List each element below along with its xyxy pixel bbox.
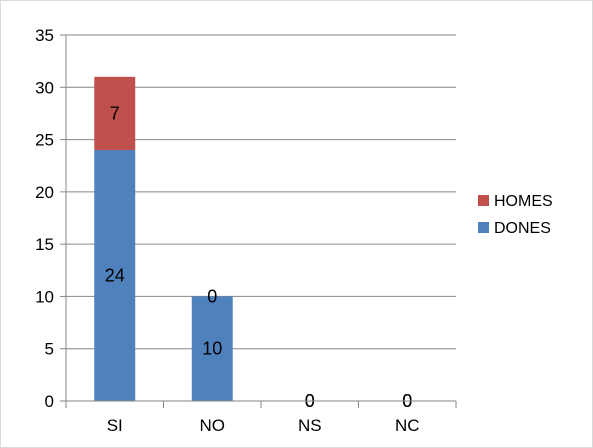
y-tick-label-20: 20 (35, 183, 54, 202)
y-tick-label-10: 10 (35, 287, 54, 306)
bars (94, 76, 233, 401)
y-tick-label-5: 5 (45, 340, 54, 359)
bar-no-dones (191, 296, 233, 401)
x-axis (65, 400, 457, 408)
x-axis-tick-labels: SI NO NS NC (107, 416, 420, 435)
y-tick-label-30: 30 (35, 78, 54, 97)
data-label-si-dones: 24 (105, 266, 125, 286)
legend-label-dones: DONES (494, 220, 551, 237)
x-tick-label-no: NO (200, 416, 226, 435)
data-label-si-homes: 7 (110, 103, 120, 123)
x-tick-label-si: SI (107, 416, 123, 435)
legend-swatch-dones (478, 222, 489, 233)
y-tick-label-25: 25 (35, 131, 54, 150)
data-label-no-homes: 0 (207, 286, 217, 306)
legend: HOMES DONES (478, 193, 553, 237)
x-tick-label-nc: NC (395, 416, 420, 435)
y-tick-label-15: 15 (35, 235, 54, 254)
bar-si-dones (94, 150, 136, 401)
y-axis (60, 34, 67, 407)
data-label-no-dones: 10 (202, 339, 222, 359)
legend-label-homes: HOMES (494, 193, 553, 210)
y-tick-label-0: 0 (45, 392, 54, 411)
y-axis-tick-labels: 0 5 10 15 20 25 30 35 (35, 26, 54, 411)
bar-si-homes (94, 76, 136, 151)
legend-swatch-homes (478, 195, 489, 206)
y-tick-label-35: 35 (35, 26, 54, 45)
x-tick-label-ns: NS (298, 416, 322, 435)
